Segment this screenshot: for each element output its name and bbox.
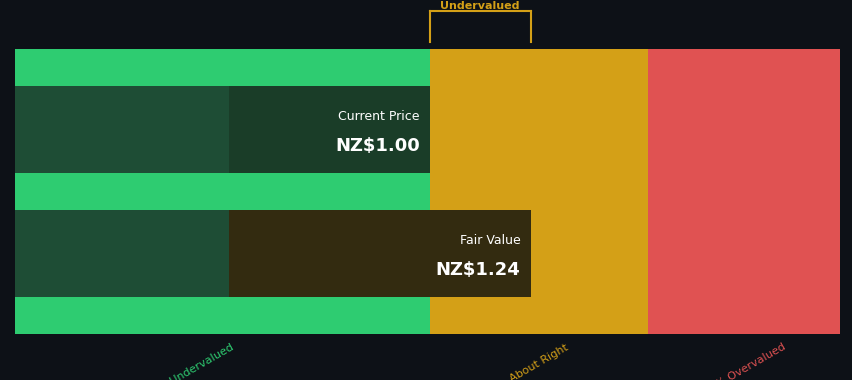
Bar (15, 49, 429, 87)
Bar (648, 49, 839, 87)
Bar (429, 87, 648, 173)
Text: Current Price: Current Price (337, 110, 419, 124)
Bar (15, 87, 429, 173)
Bar (648, 211, 839, 297)
Text: NZ$1.00: NZ$1.00 (335, 136, 419, 155)
Bar (648, 297, 839, 334)
Text: NZ$1.24: NZ$1.24 (435, 261, 520, 279)
Text: Undervalued: Undervalued (440, 1, 520, 11)
Text: Fair Value: Fair Value (459, 234, 520, 247)
Bar (15, 173, 429, 211)
Bar (229, 211, 530, 297)
Bar (429, 173, 648, 211)
Text: 20% Undervalued: 20% Undervalued (143, 342, 235, 380)
Bar (15, 211, 429, 297)
Bar (229, 87, 429, 173)
Bar (648, 87, 839, 173)
Bar (429, 49, 648, 87)
Text: 20% Overvalued: 20% Overvalued (700, 342, 786, 380)
Bar (429, 211, 648, 297)
Bar (429, 297, 648, 334)
Text: About Right: About Right (508, 342, 569, 380)
Bar (648, 173, 839, 211)
Bar (15, 297, 429, 334)
